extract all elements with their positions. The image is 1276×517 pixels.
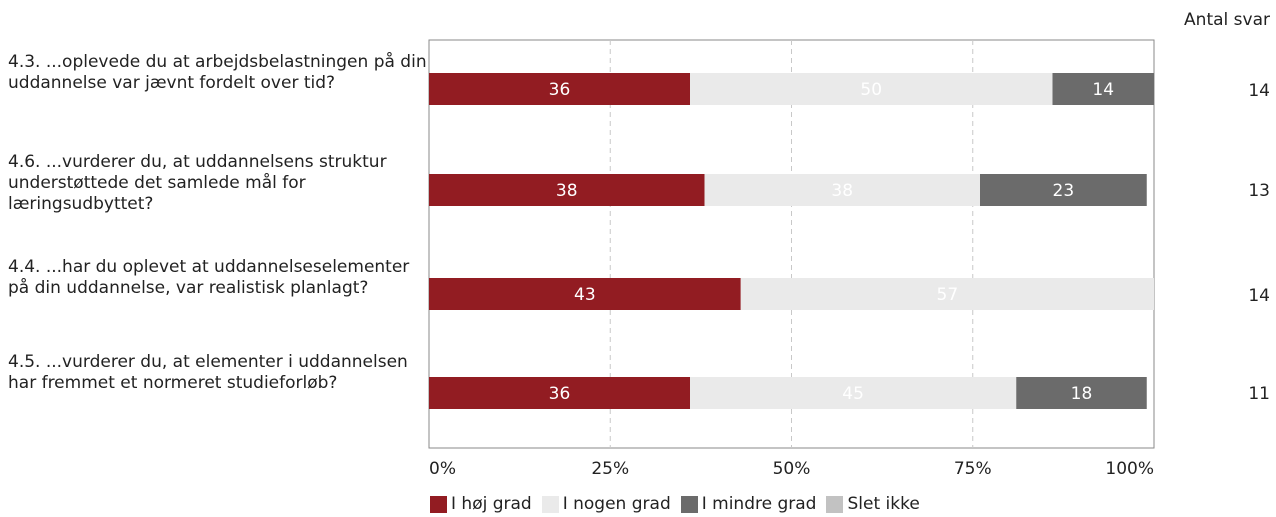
count-value-2: 13	[1248, 181, 1270, 201]
bar-value-label: 14	[1092, 80, 1114, 100]
question-label-2: 4.6. ...vurderer du, at uddannelsens str…	[8, 152, 387, 214]
question-label-4: 4.5. ...vurderer du, at elementer i udda…	[8, 352, 408, 393]
bar-value-label: 23	[1053, 181, 1075, 201]
x-tick-label: 0%	[429, 459, 456, 479]
x-tick-label: 100%	[1105, 459, 1154, 479]
count-value-4: 11	[1248, 384, 1270, 404]
legend-item-hoej-grad: I høj grad	[430, 494, 532, 514]
bar-value-label: 57	[937, 285, 959, 305]
count-value-3: 14	[1248, 286, 1270, 306]
legend-item-nogen-grad: I nogen grad	[541, 494, 671, 514]
bar-segment	[704, 174, 980, 206]
x-tick-label: 50%	[773, 459, 811, 479]
x-tick-label: 25%	[591, 459, 629, 479]
question-label-1: 4.3. ...oplevede du at arbejdsbelastning…	[8, 52, 427, 93]
legend-label: I mindre grad	[701, 494, 817, 514]
legend-swatch	[680, 495, 698, 513]
legend-item-slet-ikke: Slet ikke	[826, 494, 920, 514]
bar-segment	[429, 278, 741, 310]
legend-item-mindre-grad: I mindre grad	[680, 494, 817, 514]
count-value-1: 14	[1248, 81, 1270, 101]
gridlines	[609, 40, 974, 448]
legend-label: Slet ikke	[847, 494, 920, 514]
bar-value-label: 45	[842, 384, 864, 404]
bar-value-label: 38	[831, 181, 853, 201]
legend-label: I høj grad	[451, 494, 532, 514]
bar-segment	[429, 174, 705, 206]
bar-segment	[1052, 73, 1154, 105]
bar-value-label: 36	[549, 80, 571, 100]
bar-value-label: 43	[574, 285, 596, 305]
bar-segment	[429, 377, 690, 409]
legend-swatch	[826, 495, 844, 513]
bar-value-label: 18	[1071, 384, 1093, 404]
bar-value-label: 36	[549, 384, 571, 404]
bar-segment	[429, 73, 690, 105]
count-header: Antal svar	[1184, 10, 1270, 30]
bar-segment	[690, 377, 1017, 409]
legend-label: I nogen grad	[562, 494, 671, 514]
legend: I høj grad I nogen grad I mindre grad Sl…	[430, 494, 930, 514]
question-label-3: 4.4. ...har du oplevet at uddannelsesele…	[8, 257, 410, 298]
bar-value-label: 38	[556, 181, 578, 201]
bars: 36 50 14 38 38 23 43 57 36 45 18	[429, 73, 1154, 409]
x-axis-ticks: 0% 25% 50% 75% 100%	[429, 459, 1154, 479]
bar-value-label: 50	[860, 80, 882, 100]
x-tick-label: 75%	[954, 459, 992, 479]
bar-segment	[1016, 377, 1147, 409]
legend-swatch	[430, 495, 447, 513]
bar-segment	[980, 174, 1147, 206]
legend-swatch	[541, 495, 559, 513]
bar-segment	[690, 73, 1053, 105]
bar-segment	[740, 278, 1154, 310]
